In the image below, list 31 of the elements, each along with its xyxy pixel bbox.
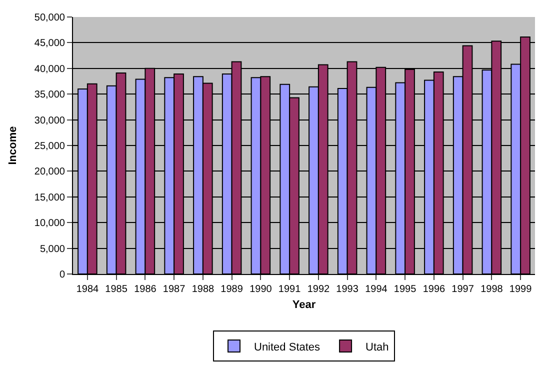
x-tick-label: 1994 <box>365 284 388 295</box>
y-tick-label: 20,000 <box>34 166 66 178</box>
x-tick-label: 1984 <box>76 284 99 295</box>
legend-label: Utah <box>366 341 389 354</box>
x-tick-label: 1989 <box>220 284 244 295</box>
x-tick-label: 1991 <box>278 284 302 295</box>
x-tick-label: 1995 <box>394 284 417 295</box>
x-tick-label: 1987 <box>162 284 186 295</box>
x-tick-label: 1992 <box>307 284 330 295</box>
y-tick-label: 45,000 <box>34 38 66 50</box>
y-tick-label: 35,000 <box>34 90 66 101</box>
x-tick-label: 1985 <box>105 284 128 295</box>
y-tick-label: 0 <box>59 270 66 280</box>
x-tick-label: 1997 <box>452 284 474 295</box>
legend-label: United States <box>254 341 321 354</box>
x-tick-label: 1999 <box>509 284 532 295</box>
y-tick-label: 15,000 <box>34 192 66 204</box>
x-tick-label: 1988 <box>192 284 214 295</box>
y-tick-label: 5,000 <box>40 244 66 255</box>
y-tick-label: 10,000 <box>34 218 66 230</box>
x-tick-label: 1998 <box>480 284 504 295</box>
x-tick-label: 1996 <box>422 284 446 295</box>
y-tick-label: 25,000 <box>34 141 66 152</box>
x-axis-title: Year <box>292 299 316 312</box>
y-tick-label: 50,000 <box>34 12 66 24</box>
x-tick-label: 1993 <box>336 284 359 295</box>
y-axis-title: Income <box>7 126 20 165</box>
x-tick-label: 1990 <box>250 284 272 295</box>
y-tick-label: 30,000 <box>34 115 66 126</box>
y-tick-label: 40,000 <box>34 64 66 75</box>
x-tick-label: 1986 <box>134 284 157 295</box>
